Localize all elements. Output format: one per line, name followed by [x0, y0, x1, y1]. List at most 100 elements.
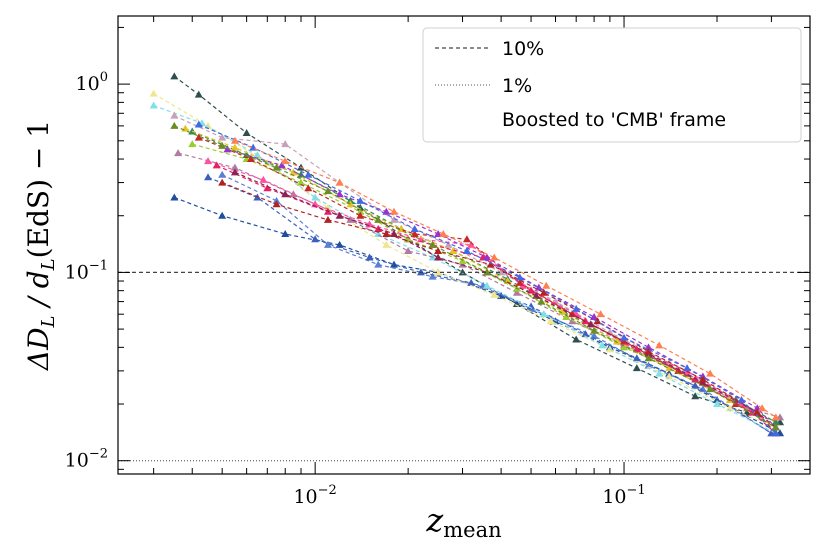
data-point	[281, 140, 290, 148]
y-tick-label: 10−1	[65, 258, 108, 283]
data-point	[482, 268, 491, 276]
data-point	[404, 246, 413, 254]
data-point	[706, 385, 715, 393]
data-point	[281, 190, 290, 198]
data-point	[771, 423, 780, 431]
data-point	[188, 140, 197, 148]
legend-label-boosted: Boosted to 'CMB' frame	[502, 109, 726, 131]
series-line	[234, 140, 777, 418]
data-point	[537, 297, 546, 305]
data-point	[698, 385, 707, 393]
data-point	[223, 145, 232, 153]
data-point	[771, 429, 780, 437]
data-point	[753, 408, 762, 416]
data-point	[323, 187, 332, 195]
data-point	[674, 366, 683, 374]
series-line	[207, 176, 772, 434]
x-tick-label-exp: −2	[318, 483, 337, 498]
data-point	[194, 133, 203, 141]
data-point	[449, 246, 458, 254]
data-point	[149, 89, 158, 97]
series-layer	[149, 72, 785, 437]
series-obs-4	[204, 173, 776, 437]
data-point	[562, 312, 571, 320]
data-point	[613, 337, 622, 345]
data-point	[434, 246, 443, 254]
y-axis-label-mid-sub: L	[38, 258, 59, 271]
data-point	[527, 302, 536, 310]
data-point	[771, 418, 780, 426]
data-point	[253, 151, 262, 159]
data-point	[748, 408, 757, 416]
data-point	[170, 72, 179, 80]
data-point	[742, 408, 751, 416]
x-axis-label: zmean	[425, 501, 501, 542]
data-point	[382, 229, 391, 237]
legend-box	[422, 27, 802, 143]
data-point	[771, 413, 780, 421]
data-point	[218, 141, 227, 149]
data-point	[539, 310, 548, 318]
data-point	[356, 207, 365, 215]
data-point	[311, 193, 320, 201]
data-point	[490, 290, 499, 298]
data-point	[230, 136, 239, 144]
data-point	[304, 184, 313, 192]
data-point	[230, 143, 239, 151]
data-point	[590, 331, 599, 339]
data-point	[462, 235, 471, 243]
data-point	[281, 229, 290, 237]
data-point	[323, 203, 332, 211]
data-point	[259, 175, 268, 183]
data-point	[706, 369, 715, 377]
y-tick-label-base: 10	[65, 261, 89, 283]
data-point	[374, 229, 383, 237]
data-point	[644, 354, 653, 362]
data-point	[272, 163, 281, 171]
y-tick-label: 100	[76, 70, 108, 95]
data-point	[644, 361, 653, 369]
data-point	[374, 225, 383, 233]
data-point	[170, 121, 179, 129]
data-point	[204, 173, 213, 181]
data-point	[467, 240, 476, 248]
x-tick-label: 10−1	[602, 483, 645, 508]
data-point	[546, 317, 555, 325]
data-point	[335, 240, 344, 248]
data-point	[713, 400, 722, 408]
data-point	[297, 178, 306, 186]
series-obs-14	[212, 161, 780, 437]
data-point	[486, 260, 495, 268]
data-point	[434, 268, 443, 276]
data-point	[691, 381, 700, 389]
data-point	[462, 246, 471, 254]
data-point	[683, 364, 692, 372]
data-point	[593, 317, 602, 325]
data-point	[586, 320, 595, 328]
data-point	[281, 157, 290, 165]
series-line	[174, 125, 777, 429]
hline-layer	[118, 271, 810, 462]
data-point	[272, 200, 281, 208]
data-point	[428, 272, 437, 280]
data-point	[632, 354, 641, 362]
data-point	[572, 304, 581, 312]
data-point	[512, 288, 521, 296]
y-axis-label-prefix-sub: L	[38, 315, 59, 328]
y-axis-label-suffix: (EdS) − 1	[22, 120, 55, 258]
data-point	[356, 196, 365, 204]
data-point	[170, 193, 179, 201]
data-point	[335, 190, 344, 198]
legend-label-10pct: 10%	[502, 38, 544, 60]
data-point	[598, 341, 607, 349]
data-point	[356, 203, 365, 211]
data-point	[428, 240, 437, 248]
data-point	[632, 345, 641, 353]
y-tick-label: 10−2	[65, 447, 108, 472]
data-point	[698, 375, 707, 383]
y-axis-label: ΔDL / dL(EdS) − 1	[22, 120, 59, 371]
data-point	[390, 260, 399, 268]
data-point	[170, 111, 179, 119]
data-point	[644, 347, 653, 355]
